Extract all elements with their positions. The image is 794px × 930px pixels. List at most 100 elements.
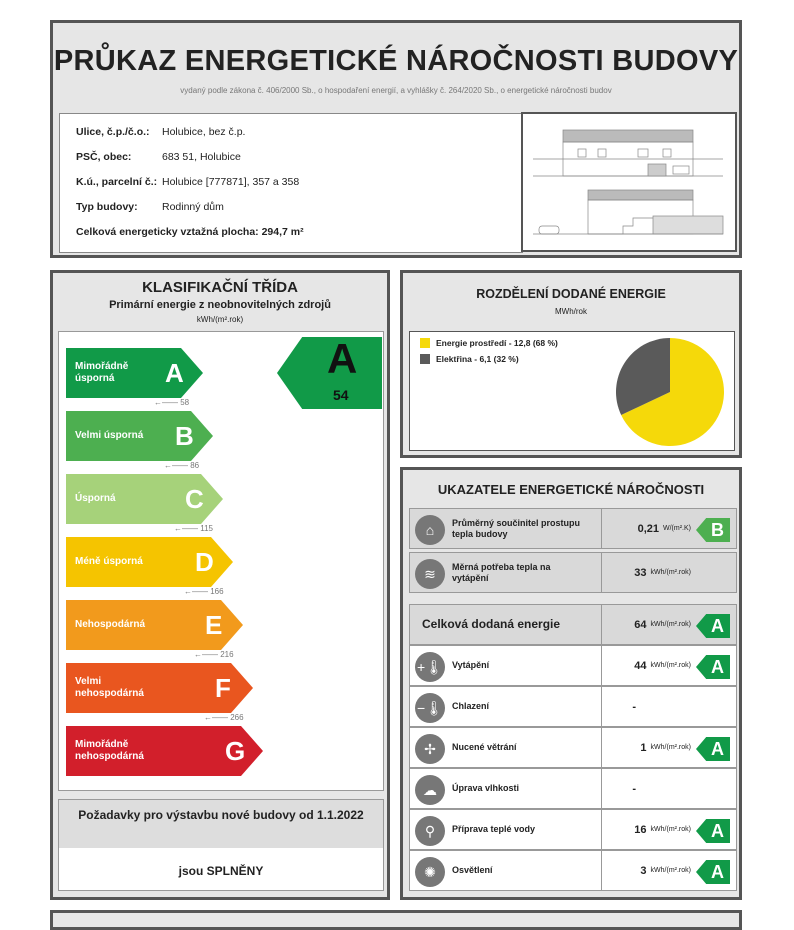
legend-label: Elektřina - 6,1 (32 %) <box>436 354 519 364</box>
indicator-row: ⚲ Příprava teplé vody 16 kWh/(m².rok) A <box>409 809 737 850</box>
column-divider <box>601 553 602 592</box>
page-subtitle: vydaný podle zákona č. 406/2000 Sb., o h… <box>180 86 612 95</box>
class-bar-b: Velmi úsporná B <box>66 411 213 461</box>
class-letter: B <box>175 421 194 451</box>
class-label: Velmi úsporná <box>75 430 144 441</box>
indicator-row: ⌂ Průměrný součinitel prostupu tepla budo… <box>409 508 737 549</box>
lightbulb-icon: ✺ <box>415 857 445 887</box>
class-label: Nehospodárná <box>75 619 146 630</box>
class-threshold: ←—— 115 <box>174 524 213 533</box>
result-class-letter: A <box>327 335 358 382</box>
indicator-label: Celková dodaná energie <box>422 617 561 631</box>
value-number: 33 <box>634 566 647 579</box>
indicator-label: Příprava teplé vody <box>452 824 536 834</box>
class-threshold: ←—— 58 <box>154 398 189 407</box>
value-number: 1 <box>640 741 647 754</box>
info-label: K.ú., parcelní č.: <box>76 176 158 188</box>
threshold-arrow: ←—— <box>174 524 201 533</box>
indicator-row: −🌡 Chlazení - <box>409 686 737 727</box>
value-unit: kWh/(m².rok) <box>650 826 691 833</box>
column-divider <box>601 810 602 849</box>
indicator-row: +🌡 Vytápění 44 kWh/(m².rok) A <box>409 645 737 686</box>
class-letter: G <box>225 736 246 766</box>
threshold-value: 86 <box>190 461 200 470</box>
indicator-value: 44 kWh/(m².rok) <box>634 646 691 685</box>
class-tag: A <box>696 860 730 884</box>
faucet-icon: ⚲ <box>415 816 445 846</box>
indicator-row: ✢ Nucené větrání 1 kWh/(m².rok) A <box>409 727 737 768</box>
indicator-label: Úprava vlhkosti <box>452 783 520 793</box>
value-number: 44 <box>634 659 647 672</box>
class-letter: D <box>195 547 214 577</box>
info-row: Typ budovy: Rodinný dům <box>76 201 224 213</box>
class-letter: A <box>165 358 184 388</box>
column-divider <box>601 646 602 685</box>
class-threshold: ←—— 166 <box>184 587 224 596</box>
value-number: 64 <box>634 618 647 631</box>
class-threshold: ←—— 266 <box>204 713 244 722</box>
column-divider <box>601 605 602 644</box>
indicator-row: Celková dodaná energie 64 kWh/(m².rok) A <box>409 604 737 645</box>
column-divider <box>601 851 602 890</box>
area-value: 294,7 m² <box>261 226 304 238</box>
pie-chart: Energie prostředí - 12,8 (68 %) Elektřina… <box>409 331 735 451</box>
pie-slice <box>621 338 724 446</box>
fan-icon: ✢ <box>415 734 445 764</box>
value-unit: kWh/(m².rok) <box>650 867 691 874</box>
info-value: 683 51, Holubice <box>162 151 241 163</box>
value-number: - <box>632 782 636 795</box>
column-divider <box>601 769 602 808</box>
indicator-label: Průměrný součinitel prostupu tepla budov… <box>452 517 581 539</box>
bottom-panel <box>50 910 742 930</box>
class-letter: E <box>205 610 223 640</box>
info-value: Holubice [777871], 357 a 358 <box>162 176 300 188</box>
legend-label: Energie prostředí - 12,8 (68 %) <box>436 338 558 348</box>
requirements-status: jsou SPLNĚNY <box>178 864 264 878</box>
indicator-value: 33 kWh/(m².rok) <box>634 553 691 592</box>
class-bar-g: Mimořádně nehospodárná G <box>66 726 263 776</box>
value-number: 16 <box>634 823 647 836</box>
class-bar-d: Méně úsporná D <box>66 537 233 587</box>
class-label: Mimořádně úsporná <box>75 361 129 384</box>
value-number: 0,21 <box>637 522 659 535</box>
threshold-value: 115 <box>200 524 213 533</box>
threshold-value: 216 <box>220 650 234 659</box>
class-tag: A <box>696 614 730 638</box>
indicator-label: Nucené větrání <box>452 742 517 752</box>
class-tag: A <box>696 655 730 679</box>
indicator-value: 16 kWh/(m².rok) <box>634 810 691 849</box>
info-label: Typ budovy: <box>76 201 138 213</box>
threshold-value: 58 <box>180 398 190 407</box>
heating-thermometer-icon: +🌡 <box>415 652 445 682</box>
indicator-row: ✺ Osvětlení 3 kWh/(m².rok) A <box>409 850 737 891</box>
class-tag: A <box>696 819 730 843</box>
pie-slice <box>616 338 670 415</box>
threshold-arrow: ←—— <box>194 650 221 659</box>
column-divider <box>601 687 602 726</box>
building-drawing <box>521 112 737 252</box>
value-unit: kWh/(m².rok) <box>650 662 691 669</box>
value-number: - <box>632 700 636 713</box>
info-row: PSČ, obec: 683 51, Holubice <box>76 151 241 163</box>
info-row: Ulice, č.p./č.o.: Holubice, bez č.p. <box>76 126 245 138</box>
header-panel: PRŮKAZ ENERGETICKÉ NÁROČNOSTI BUDOVY vyd… <box>50 20 742 258</box>
threshold-arrow: ←—— <box>164 461 191 470</box>
info-label: Ulice, č.p./č.o.: <box>76 126 150 138</box>
class-label: Úsporná <box>75 493 116 504</box>
column-divider <box>601 509 602 548</box>
class-letter: F <box>215 673 231 703</box>
indicator-value: 3 kWh/(m².rok) <box>640 851 691 890</box>
indicator-row: ≋ Měrná potřeba tepla na vytápění 33 kWh/(m… <box>409 552 737 593</box>
indicator-label: Osvětlení <box>452 865 493 875</box>
value-unit: W/(m².K) <box>663 525 691 532</box>
class-threshold: ←—— 216 <box>194 650 234 659</box>
classification-title: KLASIFIKAČNÍ TŘÍDA <box>142 279 298 296</box>
column-divider <box>601 728 602 767</box>
class-label: Mimořádně nehospodárná <box>75 739 144 762</box>
classification-subtitle: Primární energie z neobnovitelných zdroj… <box>109 299 331 311</box>
info-value: Holubice, bez č.p. <box>162 126 246 138</box>
result-class-indicator: A 54 <box>277 337 382 409</box>
value-unit: kWh/(m².rok) <box>650 569 691 576</box>
class-letter: C <box>185 484 204 514</box>
heat-demand-icon: ≋ <box>415 559 445 589</box>
